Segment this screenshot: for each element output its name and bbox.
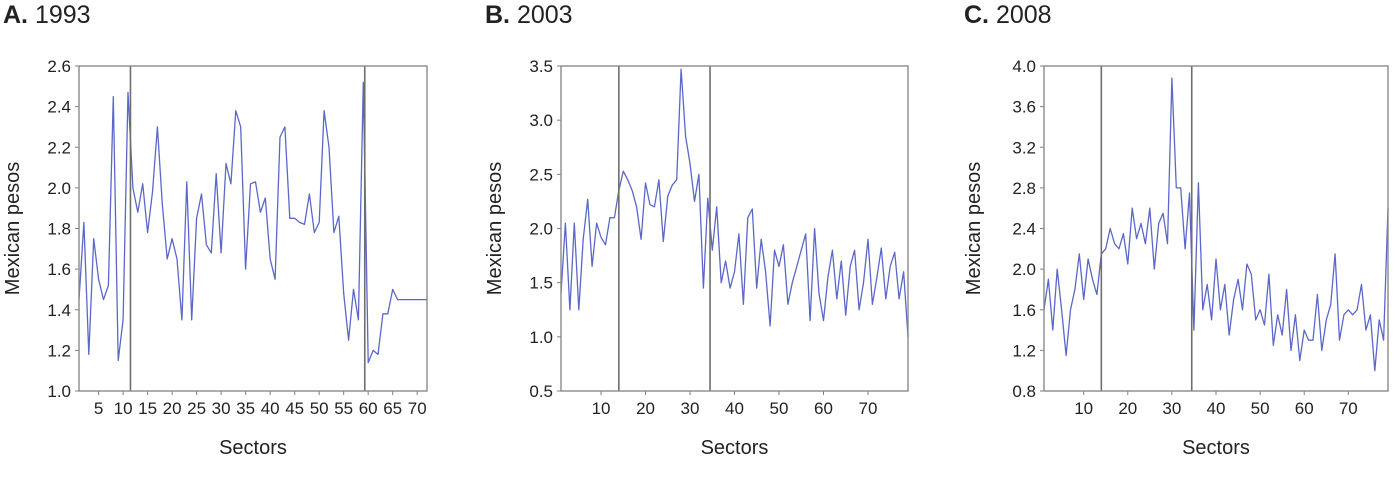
x-tick-label: 70 — [1339, 399, 1358, 418]
x-tick-label: 40 — [725, 399, 744, 418]
y-tick-label: 2.2 — [47, 138, 71, 157]
series-line — [560, 68, 909, 337]
y-tick-label: 3.2 — [1012, 138, 1036, 157]
y-tick-label: 1.6 — [1012, 301, 1036, 320]
panel-year: 2003 — [516, 1, 573, 29]
plot-frame — [78, 65, 428, 392]
y-tick-label: 2.4 — [1012, 220, 1036, 239]
y-tick-label: 1.0 — [529, 328, 553, 347]
y-tick-label: 1.0 — [47, 382, 71, 401]
x-tick-label: 20 — [1118, 399, 1137, 418]
x-axis-label: Sectors — [219, 437, 287, 459]
panel-year: 2008 — [995, 1, 1052, 29]
y-tick-label: 1.2 — [1012, 341, 1036, 360]
line-chart-2008: 0.8 1.2 1.6 2.0 2.4 2.8 3.2 3.6 4.0 10 20 30 40 50 60 7… — [963, 57, 1389, 459]
x-tick-label: 50 — [770, 399, 789, 418]
y-axis-label: Mexican pesos — [963, 162, 985, 295]
panel-letter: A. — [3, 1, 28, 29]
panel-1993: A. 1993 1.0 1.2 1.4 1.6 1.8 2.0 2.2 2.4 2.6 5 10 15… — [0, 0, 465, 481]
x-axis-label: Sectors — [1182, 437, 1250, 459]
plot-frame — [560, 65, 909, 392]
panel-year: 1993 — [34, 1, 91, 29]
y-tick-label: 1.8 — [47, 220, 71, 239]
panel-2003: B. 2003 0.5 1.0 1.5 2.0 2.5 3.0 3.5 10 20 30 40 50 6… — [482, 0, 947, 481]
x-tick-label: 55 — [334, 399, 353, 418]
x-tick-label: 60 — [814, 399, 833, 418]
x-tick-label: 40 — [1207, 399, 1226, 418]
y-tick-label: 3.6 — [1012, 98, 1036, 117]
x-tick-label: 60 — [359, 399, 378, 418]
x-tick-label: 20 — [163, 399, 182, 418]
x-tick-label: 45 — [285, 399, 304, 418]
x-tick-label: 35 — [236, 399, 255, 418]
x-tick-label: 60 — [1295, 399, 1314, 418]
x-tick-label: 65 — [383, 399, 402, 418]
y-tick-label: 2.5 — [529, 165, 553, 184]
x-tick-label: 50 — [310, 399, 329, 418]
y-tick-label: 1.2 — [47, 341, 71, 360]
x-tick-label: 50 — [1251, 399, 1270, 418]
x-tick-label: 30 — [1162, 399, 1181, 418]
x-tick-label: 10 — [592, 399, 611, 418]
series-line — [78, 81, 427, 364]
x-tick-label: 30 — [212, 399, 231, 418]
x-tick-label: 40 — [261, 399, 280, 418]
x-tick-label: 70 — [408, 399, 427, 418]
series-line — [1043, 77, 1389, 372]
y-tick-label: 2.8 — [1012, 179, 1036, 198]
x-tick-label: 15 — [138, 399, 157, 418]
x-tick-label: 10 — [114, 399, 133, 418]
y-axis-label: Mexican pesos — [2, 162, 24, 295]
x-tick-label: 70 — [859, 399, 878, 418]
y-tick-label: 1.6 — [47, 260, 71, 279]
y-tick-label: 2.0 — [47, 179, 71, 198]
y-tick-label: 1.5 — [529, 274, 553, 293]
x-tick-label: 5 — [94, 399, 103, 418]
panel-title: C. 2008 — [964, 0, 1052, 30]
line-chart-2003: 0.5 1.0 1.5 2.0 2.5 3.0 3.5 10 20 30 40 50 60 70 Secto… — [484, 57, 909, 459]
panel-letter: B. — [485, 1, 510, 29]
y-tick-label: 2.4 — [47, 98, 71, 117]
y-tick-label: 1.4 — [47, 301, 71, 320]
y-tick-label: 2.0 — [529, 220, 553, 239]
x-tick-label: 20 — [636, 399, 655, 418]
y-axis-label: Mexican pesos — [484, 162, 506, 295]
y-tick-label: 0.8 — [1012, 382, 1036, 401]
panel-2008: C. 2008 0.8 1.2 1.6 2.0 2.4 2.8 3.2 3.6 4.0 10 20 3… — [961, 0, 1396, 481]
x-tick-label: 30 — [681, 399, 700, 418]
plot-frame — [1043, 65, 1389, 392]
y-tick-label: 2.6 — [47, 57, 71, 76]
y-tick-label: 2.0 — [1012, 260, 1036, 279]
panel-letter: C. — [964, 1, 989, 29]
line-chart-1993: 1.0 1.2 1.4 1.6 1.8 2.0 2.2 2.4 2.6 5 10 15 20 25 30 35… — [2, 57, 428, 459]
x-tick-label: 25 — [187, 399, 206, 418]
x-axis-label: Sectors — [701, 437, 769, 459]
panel-title: A. 1993 — [3, 0, 91, 30]
x-tick-label: 10 — [1074, 399, 1093, 418]
y-tick-label: 4.0 — [1012, 57, 1036, 76]
y-tick-label: 3.0 — [529, 111, 553, 130]
y-tick-label: 0.5 — [529, 382, 553, 401]
y-tick-label: 3.5 — [529, 57, 553, 76]
panel-title: B. 2003 — [485, 0, 573, 30]
